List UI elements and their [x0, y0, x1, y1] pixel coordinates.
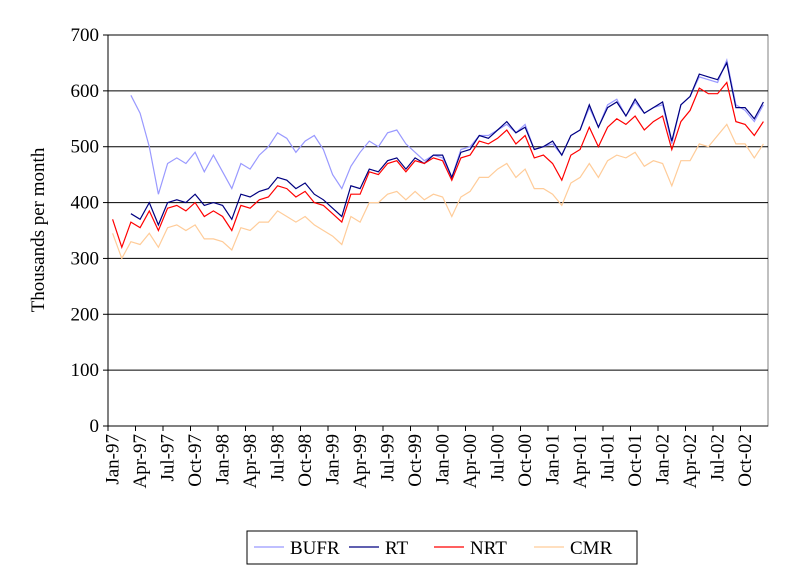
- x-tick-label: Jul-01: [598, 434, 619, 482]
- x-tick-label: Oct-98: [295, 434, 316, 487]
- y-tick-label: 100: [71, 360, 100, 381]
- x-tick-label: Jan-98: [213, 434, 234, 485]
- y-tick-label: 600: [71, 81, 100, 102]
- x-tick-label: Jul-00: [488, 434, 509, 482]
- x-tick-label: Oct-00: [515, 434, 536, 487]
- legend-label: BUFR: [290, 538, 340, 559]
- x-tick-label: Oct-02: [735, 434, 756, 487]
- y-tick-label: 500: [71, 137, 100, 158]
- plot-area: [107, 34, 769, 427]
- x-tick-label: Apr-98: [240, 434, 261, 489]
- y-tick-label: 700: [71, 25, 100, 46]
- y-tick-label: 400: [71, 193, 100, 214]
- x-tick-label: Oct-99: [405, 434, 426, 487]
- x-tick-label: Apr-01: [570, 434, 591, 489]
- x-tick-label: Jan-01: [543, 434, 564, 485]
- y-tick-label: 200: [71, 304, 100, 325]
- legend-label: RT: [385, 538, 409, 559]
- x-tick-label: Oct-97: [185, 434, 206, 487]
- x-tick-label: Apr-00: [460, 434, 481, 489]
- series-line: [112, 123, 764, 260]
- x-tick-label: Jan-00: [433, 434, 454, 485]
- x-tick-label: Apr-97: [130, 434, 151, 489]
- legend-label: NRT: [470, 538, 507, 559]
- x-tick-label: Jul-97: [158, 434, 179, 482]
- x-tick-label: Jul-98: [268, 434, 289, 482]
- x-tick-label: Jan-99: [323, 434, 344, 485]
- x-tick-label: Apr-99: [350, 434, 371, 489]
- x-tick-label: Jul-99: [378, 434, 399, 482]
- x-tick-label: Oct-01: [625, 434, 646, 487]
- series-line: [112, 81, 764, 250]
- x-tick-label: Jan-02: [653, 434, 674, 485]
- legend: BUFR RT NRT CMR: [246, 530, 638, 565]
- y-axis-label: Thousands per month: [28, 147, 49, 312]
- x-tick-label: Jan-97: [103, 434, 124, 485]
- series-line: [130, 61, 764, 227]
- y-tick-label: 300: [71, 248, 100, 269]
- y-tick-label: 0: [90, 416, 100, 437]
- legend-label: CMR: [570, 538, 613, 559]
- x-tick-label: Apr-02: [680, 434, 701, 489]
- x-tick-label: Jul-02: [708, 434, 729, 482]
